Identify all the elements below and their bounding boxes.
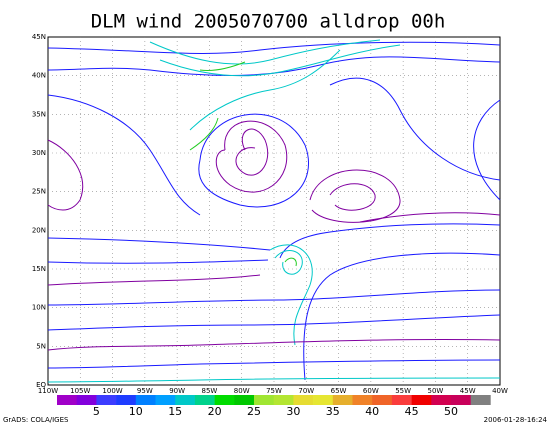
colorbar-label: 30 — [286, 405, 300, 418]
colorbar-swatch — [214, 395, 235, 405]
latitude-label: 25N — [32, 188, 46, 196]
colorbar-swatch — [57, 395, 77, 405]
colorbar-label: 15 — [168, 405, 182, 418]
colorbar-swatch — [96, 395, 117, 405]
latitude-label: 30N — [32, 149, 46, 157]
colorbar-swatch — [451, 395, 471, 405]
footer-credit: GrADS: COLA/IGES — [3, 416, 69, 424]
colorbar-swatch — [372, 395, 393, 405]
longitude-label: 110W — [38, 387, 58, 395]
colorbar-label: 25 — [247, 405, 261, 418]
colorbar-label: 40 — [365, 405, 379, 418]
map-title: DLM wind 2005070700 alldrop 00h — [91, 11, 446, 33]
longitude-label: 55W — [395, 387, 411, 395]
longitude-label: 95W — [137, 387, 153, 395]
streamlines — [47, 39, 501, 383]
colorbar-swatch — [175, 395, 196, 405]
colorbar-label: 50 — [444, 405, 458, 418]
colorbar-label: 5 — [93, 405, 100, 418]
colorbar-swatch — [431, 395, 452, 405]
colorbar-swatch — [155, 395, 176, 405]
latitude-label: 35N — [32, 110, 46, 118]
longitude-label: 85W — [202, 387, 218, 395]
colorbar-label: 45 — [405, 405, 419, 418]
footer-timestamp: 2006-01-28-16:24 — [484, 416, 548, 424]
colorbar-label: 35 — [326, 405, 340, 418]
latitude-label: 45N — [32, 33, 46, 41]
colorbar-swatch — [411, 395, 432, 405]
longitude-label: 45W — [460, 387, 476, 395]
colorbar-label: 10 — [129, 405, 143, 418]
latitude-label: 5N — [36, 342, 46, 350]
latitude-label: 40N — [32, 72, 46, 80]
colorbar-swatch — [391, 395, 412, 405]
longitude-label: 100W — [102, 387, 122, 395]
colorbar-swatch — [313, 395, 334, 405]
colorbar-swatch — [273, 395, 294, 405]
longitude-label: 80W — [234, 387, 250, 395]
colorbar-swatch — [194, 395, 215, 405]
longitude-label: 60W — [363, 387, 379, 395]
longitude-label: 105W — [70, 387, 90, 395]
longitude-label: 70W — [298, 387, 314, 395]
colorbar-swatch — [76, 395, 97, 405]
colorbar-swatch — [470, 395, 491, 405]
colorbar-swatch — [254, 395, 274, 405]
colorbar-swatch — [293, 395, 314, 405]
colorbar-swatch — [135, 395, 156, 405]
latitude-label: 20N — [32, 226, 46, 234]
grid — [48, 37, 500, 385]
longitude-label: 75W — [266, 387, 282, 395]
colorbar: 5 10 15 20 25 30 35 40 45 50 — [57, 395, 491, 418]
latitude-label: 10N — [32, 304, 46, 312]
latitude-label: EQ — [36, 381, 46, 389]
colorbar-swatch — [116, 395, 137, 405]
colorbar-swatch — [352, 395, 373, 405]
longitude-label: 40W — [492, 387, 508, 395]
latitude-labels: EQ 5N 10N 15N 20N 25N 30N 35N 40N 45N — [32, 33, 47, 389]
longitude-labels: 110W 105W 100W 95W 90W 85W 80W 75W 70W 65W 60W 55W 5… — [38, 387, 508, 395]
colorbar-label: 20 — [208, 405, 222, 418]
colorbar-swatch — [234, 395, 255, 405]
longitude-label: 50W — [428, 387, 444, 395]
longitude-label: 90W — [169, 387, 185, 395]
longitude-label: 65W — [331, 387, 347, 395]
colorbar-swatch — [332, 395, 353, 405]
latitude-label: 15N — [32, 265, 46, 273]
